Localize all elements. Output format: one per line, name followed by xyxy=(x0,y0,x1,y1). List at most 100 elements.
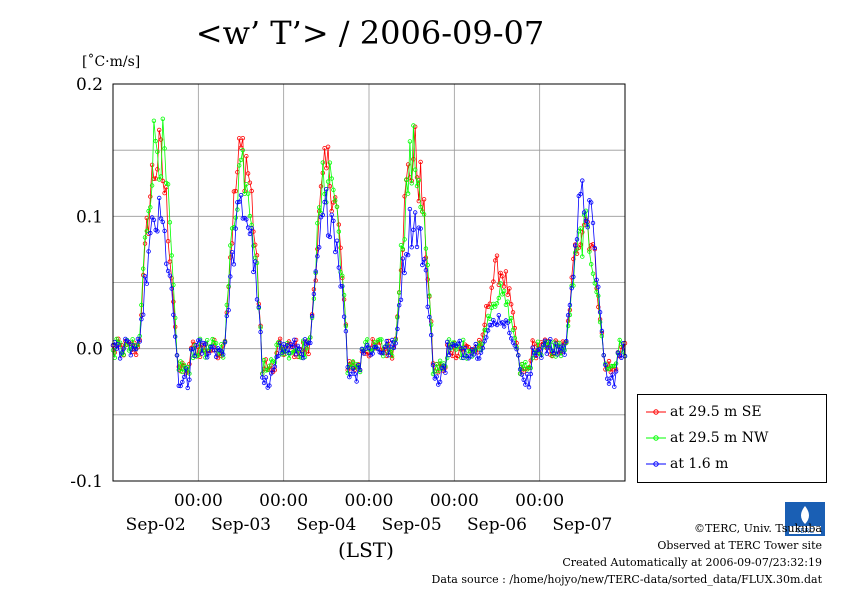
data-point xyxy=(114,346,119,351)
data-point xyxy=(236,163,242,168)
data-point xyxy=(208,344,213,350)
data-point xyxy=(553,341,558,346)
data-point xyxy=(245,171,251,176)
data-point xyxy=(155,229,160,234)
x-tick-label: 00:00 xyxy=(345,491,394,511)
data-point xyxy=(336,229,341,234)
data-point xyxy=(181,362,187,368)
data-point xyxy=(405,252,411,258)
data-point xyxy=(482,339,487,344)
data-point xyxy=(366,345,372,350)
data-point xyxy=(505,320,510,325)
data-point xyxy=(560,343,565,348)
data-point xyxy=(331,218,336,223)
data-point xyxy=(172,334,178,339)
data-point xyxy=(123,343,128,348)
data-point xyxy=(500,274,505,279)
y-axis-unit: [˚C·m/s] xyxy=(82,54,141,70)
y-tick-label: 0.2 xyxy=(76,75,103,95)
legend-marker-nw xyxy=(646,435,666,441)
data-point xyxy=(343,323,349,329)
data-point xyxy=(126,340,132,345)
data-point xyxy=(236,199,242,204)
data-point xyxy=(167,220,173,225)
data-point xyxy=(315,254,320,259)
data-point xyxy=(226,308,231,313)
data-point xyxy=(484,335,489,340)
data-point xyxy=(596,284,601,289)
data-point xyxy=(334,238,340,243)
data-point xyxy=(279,350,285,355)
data-point xyxy=(341,314,347,319)
data-point xyxy=(317,205,322,210)
y-tick-label: 0.1 xyxy=(76,207,103,227)
data-point xyxy=(226,284,231,289)
data-point xyxy=(425,262,430,268)
data-point xyxy=(398,242,404,248)
data-point xyxy=(443,370,448,375)
data-point xyxy=(164,261,169,266)
legend-label-nw: at 29.5 m NW xyxy=(670,430,769,446)
data-point xyxy=(156,195,162,201)
data-point xyxy=(151,217,157,223)
data-point xyxy=(517,367,523,372)
x-day-label: Sep-05 xyxy=(382,515,442,535)
data-point xyxy=(477,356,482,361)
data-point xyxy=(581,210,587,215)
data-point xyxy=(283,349,288,354)
data-point xyxy=(338,245,343,250)
data-point xyxy=(466,348,471,354)
data-point xyxy=(546,345,551,350)
data-point xyxy=(519,362,525,367)
data-point xyxy=(372,344,377,350)
data-point xyxy=(528,371,533,377)
data-point xyxy=(190,346,196,351)
data-point xyxy=(176,383,181,388)
data-point xyxy=(146,249,151,254)
data-point xyxy=(612,384,617,389)
data-point xyxy=(565,313,571,318)
data-point xyxy=(158,174,164,179)
data-point xyxy=(500,292,505,297)
data-point xyxy=(400,256,405,261)
data-point xyxy=(496,295,501,301)
data-point xyxy=(430,363,436,368)
data-point xyxy=(139,317,144,322)
data-point xyxy=(544,351,549,356)
data-point xyxy=(457,338,462,344)
x-day-label: Sep-02 xyxy=(126,515,186,535)
data-point xyxy=(542,338,548,343)
data-point xyxy=(267,363,272,368)
data-point xyxy=(178,383,183,389)
data-point xyxy=(148,230,153,236)
data-point xyxy=(317,245,322,250)
data-point xyxy=(537,347,542,352)
data-point xyxy=(144,228,149,234)
data-point xyxy=(261,380,267,386)
data-point xyxy=(165,268,171,274)
data-point xyxy=(299,351,304,357)
data-point xyxy=(272,360,277,365)
data-point xyxy=(429,332,434,338)
data-point xyxy=(398,268,404,273)
data-point xyxy=(350,366,356,371)
data-point xyxy=(452,343,457,348)
data-point xyxy=(160,219,165,225)
data-point xyxy=(140,266,146,271)
data-point xyxy=(446,352,452,358)
data-point xyxy=(336,265,341,270)
data-point xyxy=(222,340,228,345)
data-point xyxy=(597,319,603,325)
data-point xyxy=(437,379,443,385)
data-point xyxy=(482,322,487,327)
data-point xyxy=(416,198,421,204)
data-point xyxy=(523,360,528,365)
data-point xyxy=(341,292,347,298)
data-point xyxy=(158,137,164,142)
data-point xyxy=(135,342,141,348)
data-point xyxy=(142,274,148,279)
data-point xyxy=(338,270,343,275)
data-point xyxy=(372,340,377,345)
data-point xyxy=(384,338,389,344)
data-point xyxy=(187,377,192,382)
